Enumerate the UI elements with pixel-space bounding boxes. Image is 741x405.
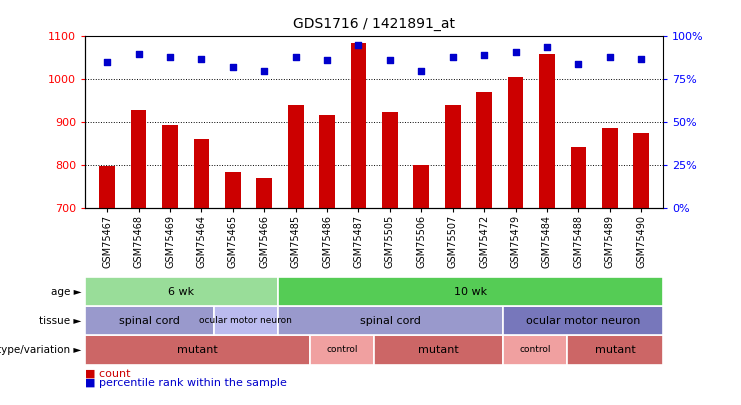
Bar <box>85 277 278 306</box>
Bar <box>350 43 366 208</box>
Point <box>573 61 585 67</box>
Bar <box>445 105 461 208</box>
Bar <box>374 335 502 364</box>
Bar <box>130 110 147 208</box>
Point <box>384 57 396 64</box>
Text: spinal cord: spinal cord <box>360 316 421 326</box>
Bar <box>571 147 586 208</box>
Text: mutant: mutant <box>595 345 635 355</box>
Bar <box>310 335 374 364</box>
Bar <box>502 306 663 335</box>
Text: spinal cord: spinal cord <box>119 316 180 326</box>
Text: age ►: age ► <box>51 287 82 296</box>
Point <box>541 43 553 50</box>
Bar <box>602 128 618 208</box>
Point <box>447 54 459 60</box>
Point <box>227 64 239 70</box>
Bar <box>193 139 209 208</box>
Bar <box>382 112 398 208</box>
Point <box>290 54 302 60</box>
Bar <box>225 172 241 208</box>
Bar <box>502 335 567 364</box>
Text: 6 wk: 6 wk <box>168 287 195 296</box>
Bar <box>278 277 663 306</box>
Bar <box>567 335 663 364</box>
Point <box>102 59 113 66</box>
Text: control: control <box>326 345 358 354</box>
Bar <box>85 335 310 364</box>
Text: ocular motor neuron: ocular motor neuron <box>525 316 640 326</box>
Bar <box>413 165 429 208</box>
Point <box>416 68 428 74</box>
Point <box>604 54 616 60</box>
Bar <box>508 77 523 208</box>
Text: ■ count: ■ count <box>85 369 130 379</box>
Text: ■ percentile rank within the sample: ■ percentile rank within the sample <box>85 378 287 388</box>
Point <box>510 49 522 55</box>
Bar <box>634 133 649 208</box>
Bar <box>85 306 213 335</box>
Text: ocular motor neuron: ocular motor neuron <box>199 316 292 325</box>
Bar <box>476 92 492 208</box>
Bar <box>288 105 304 208</box>
Text: control: control <box>519 345 551 354</box>
Point <box>635 55 647 62</box>
Text: tissue ►: tissue ► <box>39 316 82 326</box>
Text: mutant: mutant <box>418 345 459 355</box>
Bar <box>213 306 278 335</box>
Bar <box>99 166 115 208</box>
Bar <box>162 125 178 208</box>
Point <box>321 57 333 64</box>
Text: 10 wk: 10 wk <box>454 287 487 296</box>
Text: mutant: mutant <box>177 345 218 355</box>
Point <box>353 42 365 48</box>
Text: genotype/variation ►: genotype/variation ► <box>0 345 82 355</box>
Bar <box>319 115 335 208</box>
Point <box>133 50 144 57</box>
Point <box>259 68 270 74</box>
Point <box>164 54 176 60</box>
Bar <box>539 53 555 208</box>
Point <box>196 55 207 62</box>
Bar <box>256 178 272 208</box>
Title: GDS1716 / 1421891_at: GDS1716 / 1421891_at <box>293 17 455 31</box>
Bar <box>278 306 502 335</box>
Point <box>478 52 490 59</box>
